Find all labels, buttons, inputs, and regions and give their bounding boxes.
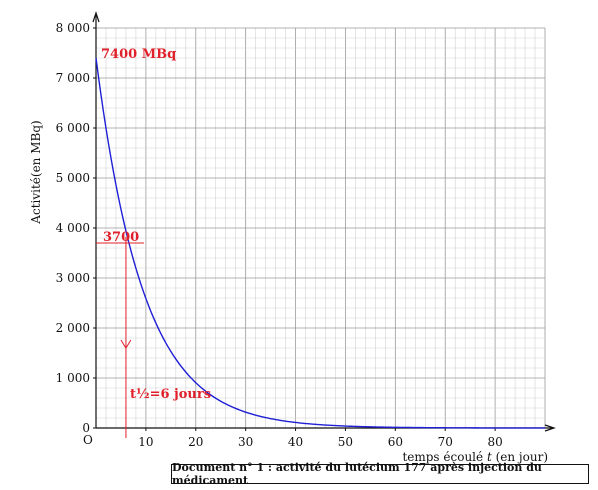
y-tick-label: 4 000 <box>56 221 90 235</box>
series-layer <box>95 57 545 429</box>
x-tick-label: 30 <box>238 435 253 449</box>
x-tick-label: 50 <box>338 435 353 449</box>
origin-label: O <box>83 433 93 447</box>
half-life-markers <box>96 237 144 438</box>
y-axis-arrow <box>92 11 100 23</box>
x-tick-label: 20 <box>188 435 203 449</box>
tick-labels: 0 1 000 2 000 3 000 4 000 5 000 6 000 7 000 8 00… <box>56 21 503 449</box>
y-axis-label: Activité(en MBq) <box>29 120 43 224</box>
y-tick-label: 1 000 <box>56 371 90 385</box>
y-tick-label: 7 000 <box>56 71 90 85</box>
half-activity-label: 3700 <box>103 230 139 245</box>
x-tick-label: 70 <box>438 435 453 449</box>
x-tick-label: 40 <box>288 435 303 449</box>
y-tick-label: 2 000 <box>56 321 90 335</box>
y-tick-label: 8 000 <box>56 21 90 35</box>
half-life-arrow <box>120 339 132 349</box>
document-caption: Document n° 1 : activité du lutécium 177… <box>171 461 589 487</box>
x-tick-label: 60 <box>388 435 403 449</box>
y-tick-label: 3 000 <box>56 271 90 285</box>
half-life-label: t½=6 jours <box>130 387 211 402</box>
y-tick-label: 0 <box>82 421 90 435</box>
x-tick-label: 10 <box>138 435 153 449</box>
x-axis-arrow <box>544 424 556 432</box>
decay-curve <box>95 57 545 429</box>
x-axis-label: temps écoulé t (en jour) <box>402 450 548 464</box>
initial-activity-label: 7400 MBq <box>101 47 176 62</box>
y-tick-label: 6 000 <box>56 121 90 135</box>
y-tick-label: 5 000 <box>56 171 90 185</box>
grid <box>96 27 546 428</box>
x-tick-label: 80 <box>487 435 502 449</box>
